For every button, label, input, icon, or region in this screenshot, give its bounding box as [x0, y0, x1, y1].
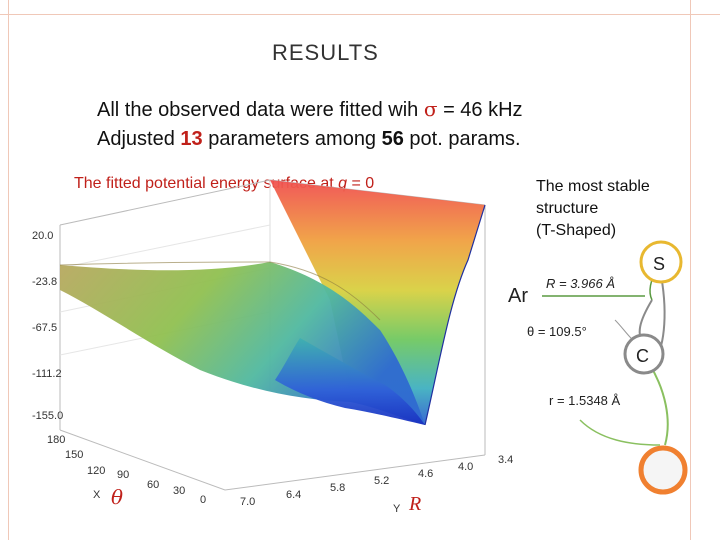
theta-tick-label: 120 [87, 465, 105, 477]
surface-wall [270, 180, 485, 425]
surface-caption-q: q [338, 175, 348, 192]
z-tick-label: -23.8 [32, 276, 57, 288]
x-axis-letter: X [93, 489, 101, 501]
fit-text-prefix: All the observed data were fitted wih [97, 99, 424, 121]
surface-ridge [59, 261, 381, 321]
params-text-b: parameters among [202, 128, 382, 150]
r-tick-label: 6.4 [286, 489, 301, 501]
z-tick-label: -111.2 [32, 368, 62, 380]
theta-tick-label: 0 [200, 494, 206, 506]
surface-edge [424, 204, 486, 426]
theta-tick-label: 30 [173, 485, 185, 497]
r-distance-label: R = 3.966 Å [546, 276, 615, 291]
r-tick-label: 5.8 [330, 482, 345, 494]
fit-summary-line: All the observed data were fitted wih σ … [97, 97, 523, 122]
s-label: S [653, 254, 665, 274]
fit-text-suffix: = 46 kHz [437, 99, 523, 121]
surface-caption: The fitted potential energy surface at q… [74, 175, 374, 193]
r-tick-label: 4.6 [418, 468, 433, 480]
params-count-fitted: 13 [180, 128, 203, 150]
r-axis-symbol: R [408, 493, 421, 515]
r-tick-label: 5.2 [374, 475, 389, 487]
r-tick-label: 7.0 [240, 496, 255, 508]
slide-title: RESULTS [272, 40, 379, 65]
parameters-line: Adjusted 13 parameters among 56 pot. par… [97, 128, 521, 151]
theta-tick-label: 60 [147, 479, 159, 491]
stable-line-1: The most stable [536, 178, 650, 195]
frame-line-right [690, 0, 691, 540]
frame-line-top [0, 14, 720, 15]
cs-bond-length-label: r = 1.5348 Å [549, 393, 621, 408]
cn-bond [649, 364, 669, 446]
theta-tick-label: 90 [117, 469, 129, 481]
molecule-diagram: S C Ar R = 3.966 Å θ = 109.5° r = 1.5348… [508, 240, 688, 495]
surface-valley [275, 338, 425, 425]
y-axis-letter: Y [393, 503, 401, 515]
carbon-atom [623, 333, 665, 375]
ar-label: Ar [508, 285, 528, 307]
stable-structure-caption: The most stable structure (T-Shaped) [536, 176, 650, 242]
sulfur-atom [639, 240, 683, 284]
z-axis-ticks: 20.0 -23.8 -67.5 -111.2 -155.0 [32, 230, 63, 422]
params-text-a: Adjusted [97, 128, 181, 150]
r-tick-label: 4.0 [458, 461, 473, 473]
stable-line-3: (T-Shaped) [536, 222, 617, 239]
stable-line-2: structure [536, 200, 599, 217]
theta-axis-symbol: θ [111, 485, 123, 509]
z-tick-label: 20.0 [32, 230, 53, 242]
r-tick-label: 3.4 [498, 454, 513, 466]
z-tick-label: -67.5 [32, 322, 57, 334]
r-axis-ticks: 7.0 6.4 5.8 5.2 4.6 4.0 3.4 [240, 454, 513, 508]
r-bond-arc [579, 419, 661, 446]
frame-line-left [8, 0, 9, 540]
c-label: C [636, 346, 649, 366]
theta-angle-label: θ = 109.5° [527, 324, 587, 339]
params-count-total: 56 [381, 128, 404, 150]
params-text-c: pot. params. [403, 128, 521, 150]
theta-axis-ticks: 180 150 120 90 60 30 0 [47, 434, 206, 506]
theta-tick-label: 180 [47, 434, 65, 446]
surface-caption-b: = 0 [347, 175, 375, 192]
theta-tick-label: 150 [65, 449, 83, 461]
potential-energy-surface [59, 180, 486, 426]
sigma-symbol: σ [423, 97, 438, 121]
surface-caption-a: The fitted potential energy surface at [74, 175, 339, 192]
nitrogen-atom [638, 445, 688, 495]
z-tick-label: -155.0 [32, 410, 63, 422]
